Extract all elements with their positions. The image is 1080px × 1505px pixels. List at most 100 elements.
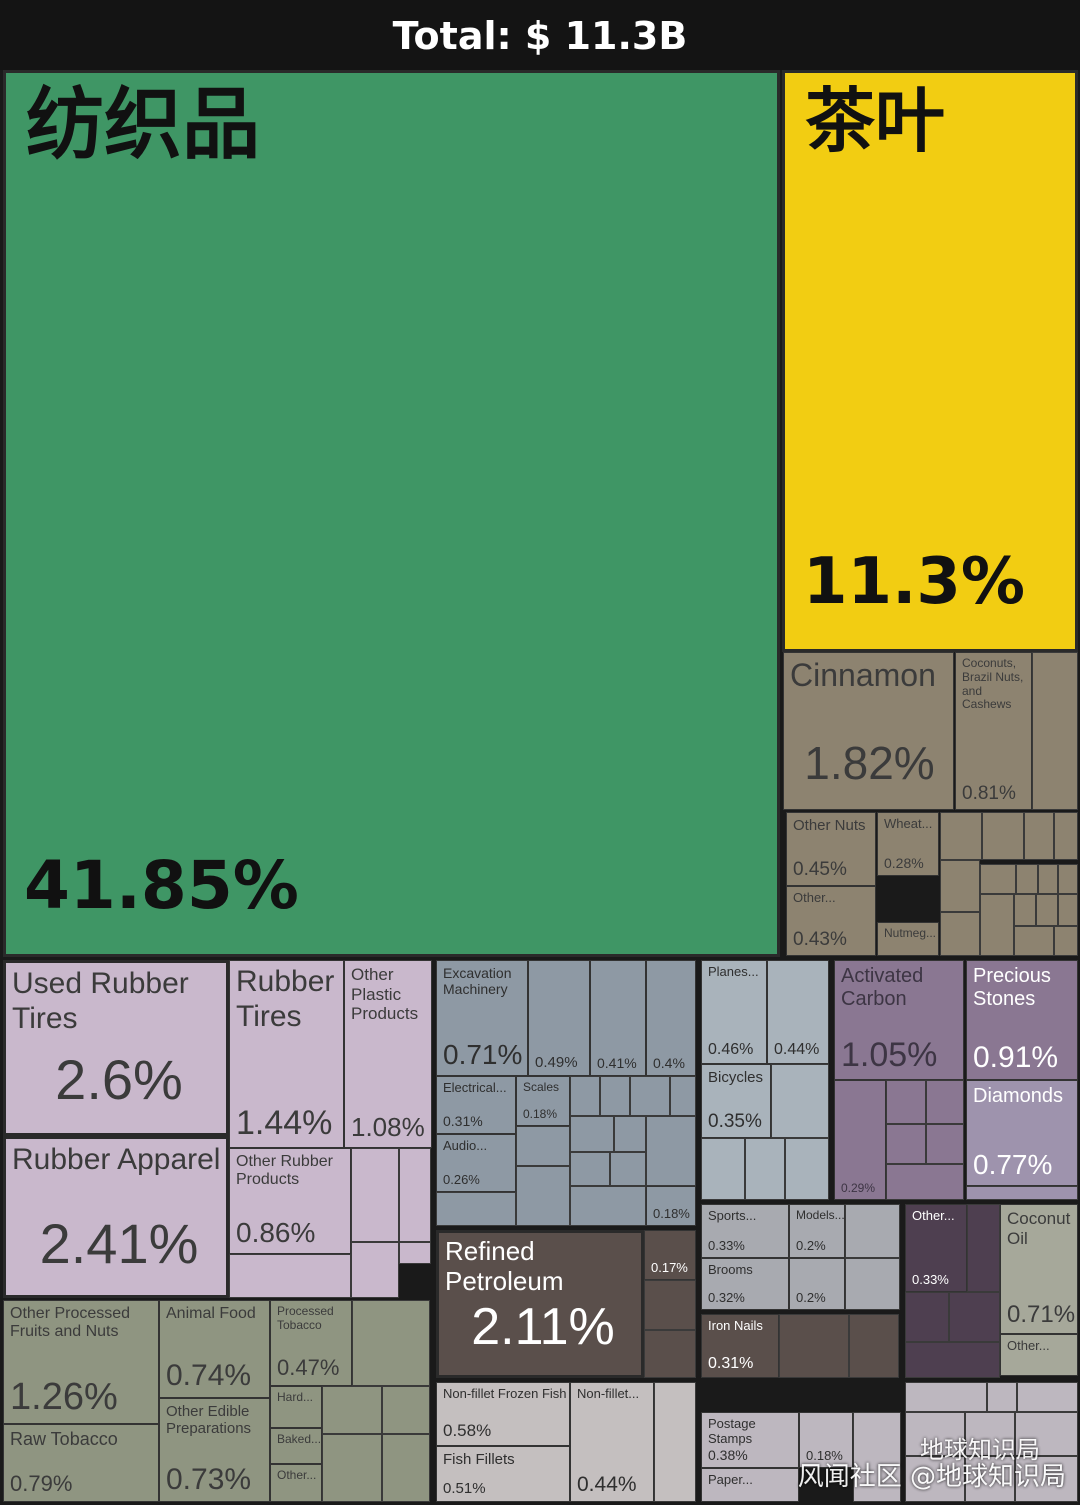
- treemap-minor-cell: [322, 1386, 382, 1434]
- treemap-cell-label: Precious Stones: [973, 965, 1057, 1010]
- treemap-cell-label: Other Nuts: [793, 817, 866, 834]
- treemap-cell-label: Rubber Apparel: [12, 1143, 221, 1176]
- treemap-cell-value: 41.85%: [24, 847, 299, 924]
- treemap-cell-label: Postage Stamps: [708, 1416, 760, 1446]
- treemap-cell: Sports... 0.33%: [701, 1204, 789, 1258]
- treemap-cell: Bicycles 0.35%: [701, 1064, 771, 1138]
- treemap-cell-label: Other...: [277, 1468, 317, 1482]
- treemap-minor-cell: [1017, 1382, 1078, 1412]
- treemap-cell-value: 0.29%: [841, 1181, 876, 1195]
- treemap-cell: Audio... 0.26%: [436, 1134, 516, 1192]
- treemap-minor-cell: [1038, 864, 1058, 894]
- treemap-cell: 0.41%: [590, 960, 646, 1076]
- treemap-minor-cell: [570, 1076, 600, 1116]
- treemap-cell: Fish Fillets 0.51%: [436, 1446, 570, 1502]
- treemap-cell: 0.18%: [646, 1186, 696, 1226]
- treemap-minor-cell: [966, 1186, 1078, 1200]
- treemap-cell-value: 0.73%: [166, 1463, 252, 1496]
- treemap-cell-value: 0.44%: [774, 1041, 820, 1058]
- treemap-cell-label: Other...: [912, 1208, 955, 1223]
- treemap-minor-cell: [1015, 1412, 1078, 1456]
- treemap-cell: Refined Petroleum 2.11%: [436, 1230, 644, 1378]
- treemap-cell-value: 0.28%: [884, 855, 924, 871]
- treemap-cell-label: Animal Food: [166, 1305, 256, 1322]
- treemap-cell: Other...: [270, 1464, 322, 1502]
- treemap-minor-cell: [845, 1204, 900, 1258]
- treemap-cell-value: 2.41%: [39, 1212, 199, 1275]
- treemap-cell-label: Other Edible Preparations: [166, 1403, 254, 1438]
- treemap-cell: Other... 0.33%: [905, 1204, 967, 1292]
- treemap-minor-cell: [886, 1164, 964, 1200]
- treemap-cell: Coconuts, Brazil Nuts, and Cashews 0.81%: [955, 652, 1032, 810]
- treemap-minor-cell: [1036, 894, 1058, 926]
- treemap-cell-label: Paper...: [708, 1472, 753, 1487]
- treemap-cell-value: 0.2%: [796, 1290, 826, 1305]
- treemap-minor-cell: [600, 1076, 630, 1116]
- treemap-minor-cell: [516, 1166, 570, 1226]
- treemap-cell-label: Other...: [1007, 1338, 1050, 1353]
- treemap-minor-cell: [886, 1124, 926, 1164]
- treemap-cell-value: 0.51%: [443, 1480, 486, 1497]
- treemap-minor-cell: [980, 894, 1014, 956]
- treemap-cell-value: 0.79%: [10, 1471, 73, 1496]
- treemap-cell-label: Coconut Oil: [1007, 1209, 1076, 1248]
- treemap-cell-value: 0.18%: [523, 1107, 558, 1121]
- treemap-cell: Non-fillet Frozen Fish 0.58%: [436, 1382, 570, 1446]
- treemap-cell-label: Other...: [793, 890, 836, 905]
- treemap-cell-value: 0.71%: [443, 1039, 523, 1070]
- treemap-minor-cell: [980, 864, 1016, 894]
- treemap-cell-value: 1.82%: [804, 737, 935, 789]
- watermark-source: 风闻社区 @地球知识局: [797, 1462, 1066, 1492]
- treemap-cell: 0.44%: [767, 960, 829, 1064]
- treemap-minor-cell: [570, 1116, 614, 1152]
- treemap-cell: Rubber Tires 1.44%: [229, 960, 344, 1148]
- treemap-cell: Iron Nails 0.31%: [701, 1314, 779, 1378]
- treemap-cell-label: Other Plastic Products: [351, 965, 419, 1024]
- treemap-minor-cell: [229, 1254, 351, 1298]
- treemap-cell-value: 0.32%: [708, 1290, 745, 1305]
- treemap-cell-value: 0.2%: [796, 1238, 826, 1253]
- treemap-minor-cell: [982, 812, 1024, 860]
- treemap-minor-cell: [644, 1280, 696, 1330]
- treemap-minor-cell: [905, 1456, 965, 1502]
- treemap-cell-label: Processed Tobacco: [277, 1304, 337, 1332]
- treemap-cell-label: Planes...: [708, 964, 759, 979]
- treemap-minor-cell: [1014, 926, 1054, 956]
- treemap-cell-value: 0.17%: [651, 1260, 688, 1275]
- total-header: Total: $ 11.3B: [0, 0, 1080, 70]
- treemap-cell-value: 0.46%: [708, 1041, 754, 1058]
- treemap-cell: 0.49%: [528, 960, 590, 1076]
- treemap-cell-label: Bicycles: [708, 1069, 764, 1086]
- treemap-cell-value: 0.33%: [708, 1238, 745, 1253]
- treemap-cell-label: Diamonds: [973, 1085, 1064, 1107]
- treemap-cell: Other Plastic Products 1.08%: [344, 960, 432, 1148]
- treemap-cell-value: 0.44%: [577, 1473, 637, 1496]
- treemap-minor-cell: [1054, 926, 1078, 956]
- treemap-minor-cell: [614, 1116, 646, 1152]
- treemap-cell-label: Electrical...: [443, 1080, 507, 1095]
- watermark-brand: 地球知识局: [920, 1436, 1040, 1464]
- treemap-cell-value: 0.45%: [793, 859, 847, 880]
- treemap-minor-cell: [745, 1138, 785, 1200]
- treemap-cell-label: Coconuts, Brazil Nuts, and Cashews: [962, 656, 1027, 712]
- treemap-minor-cell: [853, 1412, 901, 1502]
- treemap-cell-value: 11.3%: [803, 545, 1026, 619]
- treemap-cell-value: 0.49%: [535, 1054, 578, 1071]
- treemap-minor-cell: [965, 1412, 1015, 1456]
- treemap-cell-value: 0.26%: [443, 1172, 480, 1187]
- treemap-cell-label: Non-fillet Frozen Fish: [443, 1386, 567, 1401]
- treemap-minor-cell: [570, 1186, 646, 1226]
- treemap-minor-cell: [940, 812, 982, 860]
- treemap-minor-cell: [1016, 864, 1038, 894]
- treemap-minor-cell: [570, 1152, 610, 1186]
- treemap-cell: Used Rubber Tires 2.6%: [3, 960, 229, 1136]
- treemap-cell-value: 0.31%: [708, 1355, 754, 1372]
- treemap-cell-label: Cinnamon: [790, 657, 936, 693]
- treemap-minor-cell: [949, 1292, 1000, 1342]
- treemap-cell: Scales 0.18%: [516, 1076, 570, 1126]
- treemap-cell: Coconut Oil 0.71%: [1000, 1204, 1078, 1334]
- treemap-cell-value: 1.08%: [351, 1112, 425, 1142]
- treemap-cell: Planes... 0.46%: [701, 960, 767, 1064]
- treemap-minor-cell: [905, 1412, 965, 1456]
- treemap-minor-cell: [352, 1300, 430, 1386]
